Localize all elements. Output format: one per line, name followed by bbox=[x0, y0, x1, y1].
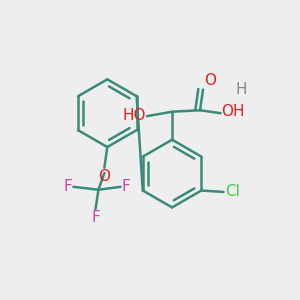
Text: F: F bbox=[91, 210, 100, 225]
Text: Cl: Cl bbox=[225, 184, 239, 200]
Text: OH: OH bbox=[221, 104, 245, 119]
Text: F: F bbox=[64, 179, 72, 194]
Text: HO: HO bbox=[122, 108, 146, 123]
Text: O: O bbox=[98, 169, 110, 184]
Text: O: O bbox=[205, 73, 217, 88]
Text: H: H bbox=[236, 82, 248, 97]
Text: F: F bbox=[122, 179, 130, 194]
